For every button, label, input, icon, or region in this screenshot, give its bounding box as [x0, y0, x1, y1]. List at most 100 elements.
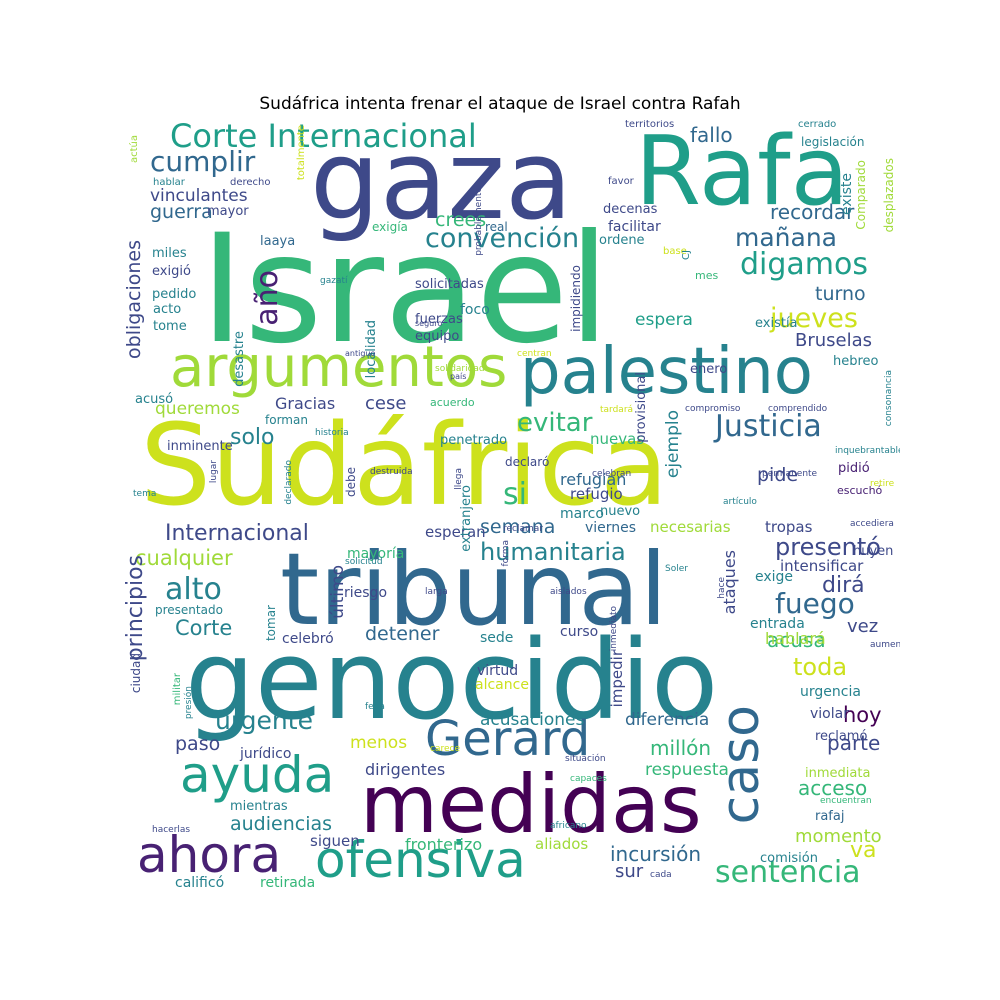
- cloud-word: vez: [847, 616, 879, 637]
- cloud-word: ciudad: [129, 653, 143, 694]
- cloud-word: retirada: [260, 875, 316, 891]
- cloud-word: capaces: [570, 774, 607, 784]
- cloud-word: acceso: [798, 776, 868, 800]
- cloud-word: mayoría: [347, 546, 405, 562]
- cloud-word: actúa: [129, 135, 140, 164]
- cloud-word: llega: [454, 468, 464, 490]
- cloud-word: Sudáfrica: [140, 401, 669, 531]
- cloud-word: vinculantes: [150, 186, 248, 206]
- cloud-word: cumplir: [150, 145, 256, 178]
- cloud-word: larga: [425, 587, 448, 597]
- cloud-word: laaya: [260, 234, 296, 249]
- cloud-word: Rafa: [635, 120, 849, 227]
- cloud-word: forman: [265, 413, 308, 427]
- cloud-word: inmediato: [609, 606, 619, 652]
- cloud-word: celebran: [592, 469, 632, 479]
- cloud-word: solicitadas: [415, 277, 484, 292]
- cloud-word: incursión: [610, 842, 702, 866]
- cloud-word: comprendido: [768, 404, 828, 414]
- cloud-word: solicitud: [345, 557, 383, 567]
- cloud-word: cualquier: [135, 546, 233, 570]
- cloud-word: inminente: [167, 439, 233, 454]
- cloud-word: entrada: [750, 616, 805, 632]
- cloud-word: feda: [365, 702, 385, 712]
- cloud-word: va: [850, 838, 877, 863]
- cloud-word: año: [250, 270, 285, 326]
- cloud-word: tomar: [264, 605, 278, 642]
- cloud-word: recordar: [770, 200, 855, 224]
- cloud-word: fallo: [690, 123, 733, 147]
- cloud-word: hoy: [843, 703, 882, 727]
- cloud-word: acusa: [767, 628, 826, 652]
- cloud-word: gaza: [310, 120, 573, 244]
- cloud-word: inmediata: [805, 766, 871, 781]
- cloud-word: enero: [690, 362, 728, 377]
- cloud-word: historia: [315, 428, 349, 438]
- cloud-word: huyen: [853, 544, 894, 559]
- cloud-word: centran: [517, 349, 552, 359]
- cloud-word: acuerdo: [430, 396, 475, 409]
- cloud-word: momento: [795, 826, 882, 847]
- cloud-word: audiencias: [230, 813, 333, 835]
- cloud-word: nuevas: [590, 430, 645, 448]
- cloud-word: declarado: [284, 460, 294, 505]
- cloud-word: solo: [230, 425, 275, 450]
- cloud-word: compromiso: [685, 404, 741, 414]
- cloud-word: foco: [460, 302, 490, 318]
- cloud-word: inquebrantable: [835, 446, 900, 456]
- cloud-word: consonancia: [884, 370, 894, 427]
- cloud-word: ejemplo: [663, 410, 683, 479]
- cloud-word: impedir: [608, 650, 626, 708]
- cloud-word: mientras: [230, 799, 288, 814]
- cloud-word: cada: [650, 870, 672, 880]
- cloud-word: menos: [350, 733, 408, 753]
- cloud-word: antiguo: [345, 349, 376, 358]
- cloud-word: legislación: [801, 135, 865, 149]
- cloud-word: Justicia: [715, 409, 822, 444]
- cloud-word: destruida: [370, 467, 413, 477]
- cloud-word: palestino: [520, 335, 813, 409]
- cloud-word: paso: [175, 733, 221, 755]
- cloud-word: favor: [608, 176, 634, 187]
- cloud-word: guerra: [150, 201, 213, 223]
- cloud-word: ordene: [599, 233, 645, 248]
- cloud-word: retire: [870, 479, 895, 489]
- cloud-word: exige: [755, 569, 794, 585]
- cloud-word: militar: [172, 673, 183, 706]
- cloud-word: presentado: [155, 603, 223, 617]
- cloud-word: permanente: [762, 469, 818, 479]
- cloud-word: presentó: [775, 533, 881, 561]
- cloud-word: siguen: [310, 832, 360, 850]
- cloud-word: existía: [755, 316, 798, 331]
- cloud-word: calificó: [175, 875, 225, 891]
- cloud-word: encuentran: [820, 796, 872, 806]
- cloud-word: dirigentes: [365, 760, 446, 779]
- cloud-word: Corte Internacional: [170, 120, 477, 155]
- cloud-word: tropas: [765, 518, 813, 536]
- cloud-word: forma: [501, 540, 511, 567]
- cloud-word: rafaj: [815, 809, 845, 824]
- cloud-word: argumentos: [170, 335, 508, 400]
- cloud-word: genocidio: [185, 616, 719, 744]
- cloud-word: exigió: [152, 264, 191, 279]
- cloud-word: reclamó: [815, 729, 868, 744]
- cloud-word: impidiendo: [569, 265, 583, 332]
- cloud-word: extranjero: [459, 485, 474, 552]
- cloud-word: penetrado: [440, 433, 508, 448]
- cloud-word: hace: [717, 577, 727, 599]
- cloud-word: ayuda: [180, 746, 335, 804]
- cloud-word: jurídico: [240, 746, 292, 762]
- cloud-word: Bruselas: [795, 330, 873, 351]
- cloud-word: Comparado: [854, 160, 868, 230]
- cloud-word: gazatí: [320, 276, 348, 286]
- cloud-word: cese: [365, 393, 407, 414]
- cloud-word: millón: [650, 736, 712, 760]
- cloud-word: semana: [480, 516, 556, 538]
- cloud-word: Internacional: [165, 521, 309, 546]
- cloud-word: declaró: [505, 455, 550, 469]
- cloud-word: humanitaria: [480, 538, 626, 566]
- cloud-word: riesgo: [344, 585, 388, 601]
- cloud-word: solidaridad: [435, 364, 485, 374]
- cloud-word: celebró: [282, 631, 334, 647]
- cloud-word: pedido: [152, 287, 197, 302]
